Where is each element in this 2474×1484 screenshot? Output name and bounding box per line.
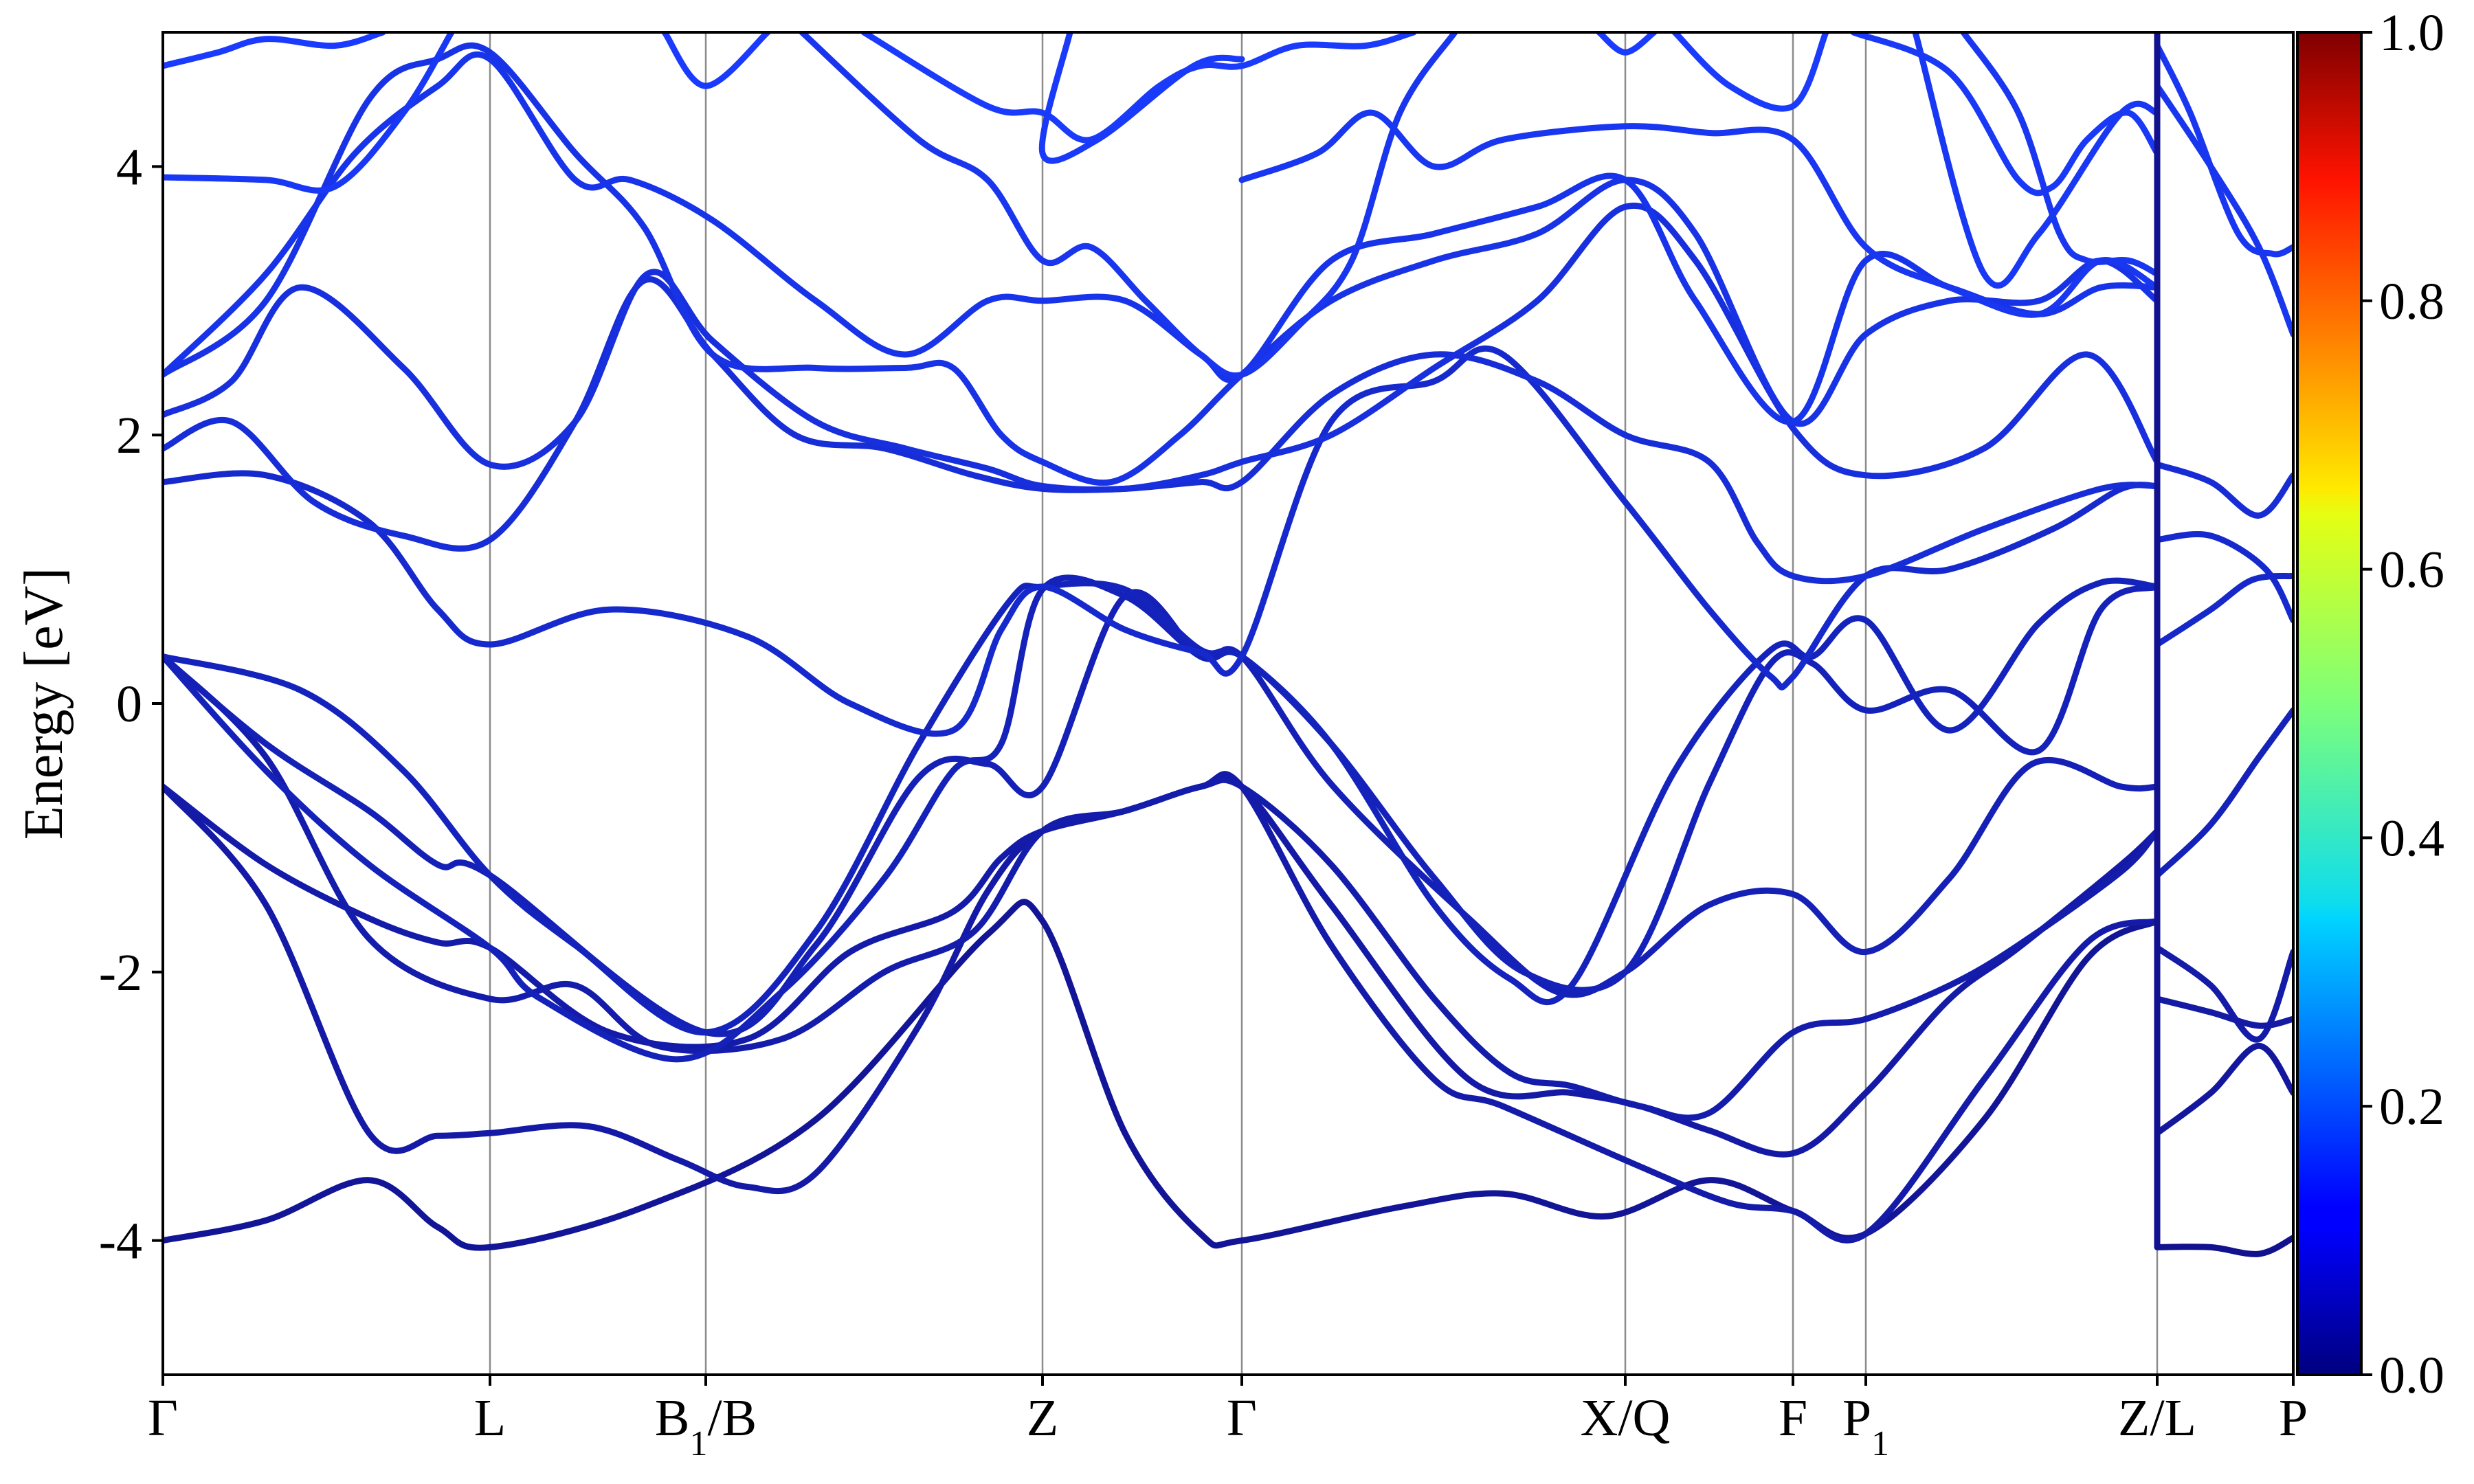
colorbar-tick-label: 0.0 (2379, 1347, 2444, 1404)
x-tick-label: L (474, 1389, 506, 1447)
x-tick-label: F (1779, 1389, 1807, 1447)
band-line (1960, 32, 2161, 278)
band-line (2154, 461, 2293, 519)
band-line (1850, 32, 2161, 196)
x-tick-label: B1/B (655, 1389, 757, 1463)
band-line (163, 577, 2161, 1036)
y-tick-label: 4 (116, 138, 142, 196)
band-line (2154, 82, 2293, 338)
band-line (2154, 707, 2293, 879)
y-tick-label: -4 (99, 1213, 142, 1270)
x-tick-label: X/Q (1581, 1389, 1671, 1447)
x-tick-label: Z (1027, 1389, 1058, 1447)
band-line (163, 345, 2161, 737)
colorbar-tick-label: 0.2 (2379, 1078, 2444, 1136)
colorbar-gradient (2296, 31, 2363, 1376)
colorbar-tick-label: 1.0 (2379, 4, 2444, 62)
k-point-gridlines (489, 32, 2159, 1375)
x-tick-label: Γ (1227, 1389, 1257, 1447)
y-tick-label: 2 (116, 407, 142, 464)
colorbar: 0.0 0.2 0.4 0.6 0.8 1.0 (2296, 4, 2444, 1404)
band-line (661, 32, 771, 89)
x-tick-label: P (2279, 1389, 2308, 1447)
colorbar-tick-label: 0.6 (2379, 541, 2444, 599)
band-line (163, 574, 2161, 1063)
band-line (1038, 32, 1245, 164)
x-tick-label: P1 (1842, 1389, 1889, 1463)
x-tick-label: Z/L (2118, 1389, 2196, 1447)
band-line (1238, 109, 2161, 318)
y-axis-title: Energy [eV] (14, 567, 74, 840)
band-line (2154, 945, 2293, 1043)
band-line (163, 32, 386, 69)
x-tick-label: Γ (148, 1389, 178, 1447)
band-line (2154, 1042, 2293, 1136)
band-line (2154, 1235, 2293, 1257)
band-line (2154, 43, 2293, 258)
band-line (2154, 996, 2293, 1029)
band-line (163, 653, 2161, 1121)
band-line (1671, 32, 1829, 112)
y-tick-label: -2 (99, 944, 142, 1002)
band-line (860, 32, 1417, 144)
x-axis: Γ L B1/B Z Γ X/Q F P1 Z/L P (148, 1375, 2308, 1463)
band-line (1596, 32, 1658, 56)
band-line (163, 32, 455, 194)
band-line (163, 42, 2161, 486)
band-line (1912, 32, 2161, 289)
band-line (2154, 531, 2293, 624)
band-lines (163, 32, 2293, 1257)
band-line (163, 203, 2161, 493)
band-line (2154, 572, 2293, 648)
colorbar-tick-label: 0.8 (2379, 273, 2444, 330)
band-line (799, 32, 1458, 379)
y-tick-label: 0 (116, 675, 142, 733)
colorbar-tick-label: 0.4 (2379, 809, 2444, 867)
y-axis: -4 -2 0 2 4 (99, 138, 163, 1270)
band-line (163, 589, 2161, 1037)
